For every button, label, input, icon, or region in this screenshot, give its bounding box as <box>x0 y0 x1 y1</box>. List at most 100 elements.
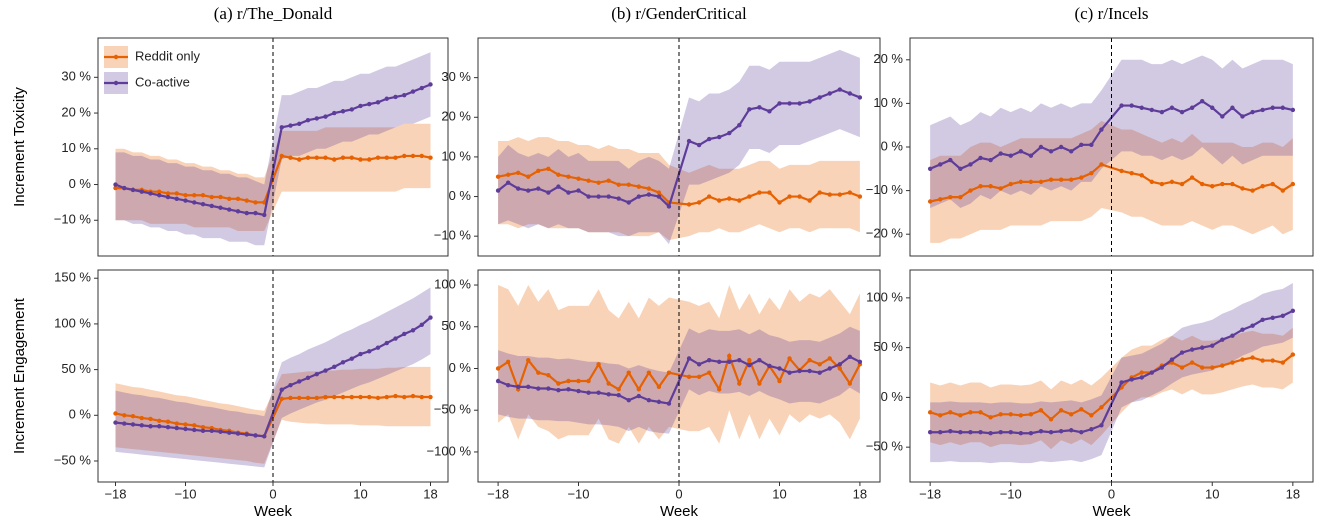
point <box>1169 179 1175 185</box>
point <box>1270 181 1275 187</box>
point <box>402 331 407 337</box>
point <box>596 390 601 395</box>
point <box>1220 181 1225 187</box>
point <box>616 182 621 187</box>
point <box>546 386 551 391</box>
point <box>314 371 319 377</box>
point <box>536 386 541 391</box>
point <box>797 101 802 106</box>
y-tick-label: −10 % <box>434 228 472 243</box>
point <box>375 395 381 401</box>
y-tick-label: 150 % <box>54 270 91 285</box>
panel-title: (a) r/The_Donald <box>214 4 333 23</box>
point <box>817 190 822 195</box>
point <box>978 184 983 189</box>
point <box>998 430 1003 435</box>
point <box>717 198 722 203</box>
point <box>737 123 742 128</box>
point <box>1139 173 1144 178</box>
point <box>797 368 802 374</box>
point <box>384 340 389 346</box>
point <box>636 393 641 399</box>
point <box>526 174 531 179</box>
point <box>174 191 179 196</box>
y-tick-label: 0 % <box>69 407 92 422</box>
point <box>646 370 652 375</box>
y-tick-label: 100 % <box>434 276 471 291</box>
point <box>1139 370 1144 375</box>
point <box>1058 408 1064 413</box>
point <box>536 168 541 173</box>
point <box>139 189 144 194</box>
point <box>978 430 983 435</box>
point <box>192 193 197 198</box>
point <box>777 366 782 371</box>
point <box>817 362 822 367</box>
point <box>297 395 302 401</box>
point <box>157 193 162 198</box>
point <box>1129 170 1134 176</box>
point <box>727 196 732 201</box>
point <box>948 429 953 434</box>
point <box>192 200 197 205</box>
point <box>367 157 372 162</box>
y-tick-label: 50 % <box>873 339 903 354</box>
point <box>827 366 832 371</box>
point <box>192 423 197 428</box>
point <box>183 422 188 427</box>
point <box>227 430 232 435</box>
point <box>218 194 223 200</box>
point <box>556 172 561 177</box>
point <box>717 359 722 365</box>
point <box>122 185 127 191</box>
x-tick-label: 10 <box>772 486 786 501</box>
point <box>1159 181 1165 187</box>
point <box>1119 380 1124 385</box>
point <box>1199 181 1205 187</box>
point <box>1069 428 1074 433</box>
point <box>227 207 232 212</box>
point <box>157 189 162 194</box>
point <box>1199 345 1205 350</box>
y-tick-label: −10 % <box>54 212 92 227</box>
point <box>1018 413 1024 418</box>
point <box>393 393 398 399</box>
point <box>747 107 752 112</box>
point <box>978 410 983 415</box>
point <box>419 394 424 400</box>
y-tick-label: −50 % <box>866 439 904 454</box>
point <box>130 422 136 427</box>
panel-frame <box>909 269 1314 483</box>
point <box>1079 407 1084 412</box>
point <box>1189 175 1195 180</box>
y-tick-label: 50 % <box>61 361 91 376</box>
point <box>279 387 284 392</box>
x-tick-label: 18 <box>423 486 437 501</box>
point <box>958 430 963 435</box>
point <box>323 394 328 400</box>
point <box>1280 360 1285 365</box>
x-tick-label: −10 <box>174 486 196 501</box>
confidence-band <box>930 327 1293 450</box>
point <box>686 374 692 380</box>
point <box>1230 360 1235 365</box>
point <box>1159 109 1165 115</box>
point <box>1038 179 1044 185</box>
point <box>1149 107 1155 113</box>
point <box>1048 149 1054 154</box>
y-tick-label: 20 % <box>873 51 903 66</box>
point <box>393 94 398 100</box>
point <box>696 142 702 148</box>
point <box>495 366 501 371</box>
point <box>1139 105 1144 110</box>
point <box>1038 429 1044 434</box>
point <box>646 186 652 191</box>
point <box>1058 429 1064 434</box>
point <box>807 368 812 374</box>
point <box>1089 413 1094 418</box>
point <box>1199 99 1205 104</box>
y-tick-label: 0 % <box>69 176 92 191</box>
point <box>706 370 712 375</box>
point <box>546 166 551 171</box>
point <box>536 370 541 375</box>
